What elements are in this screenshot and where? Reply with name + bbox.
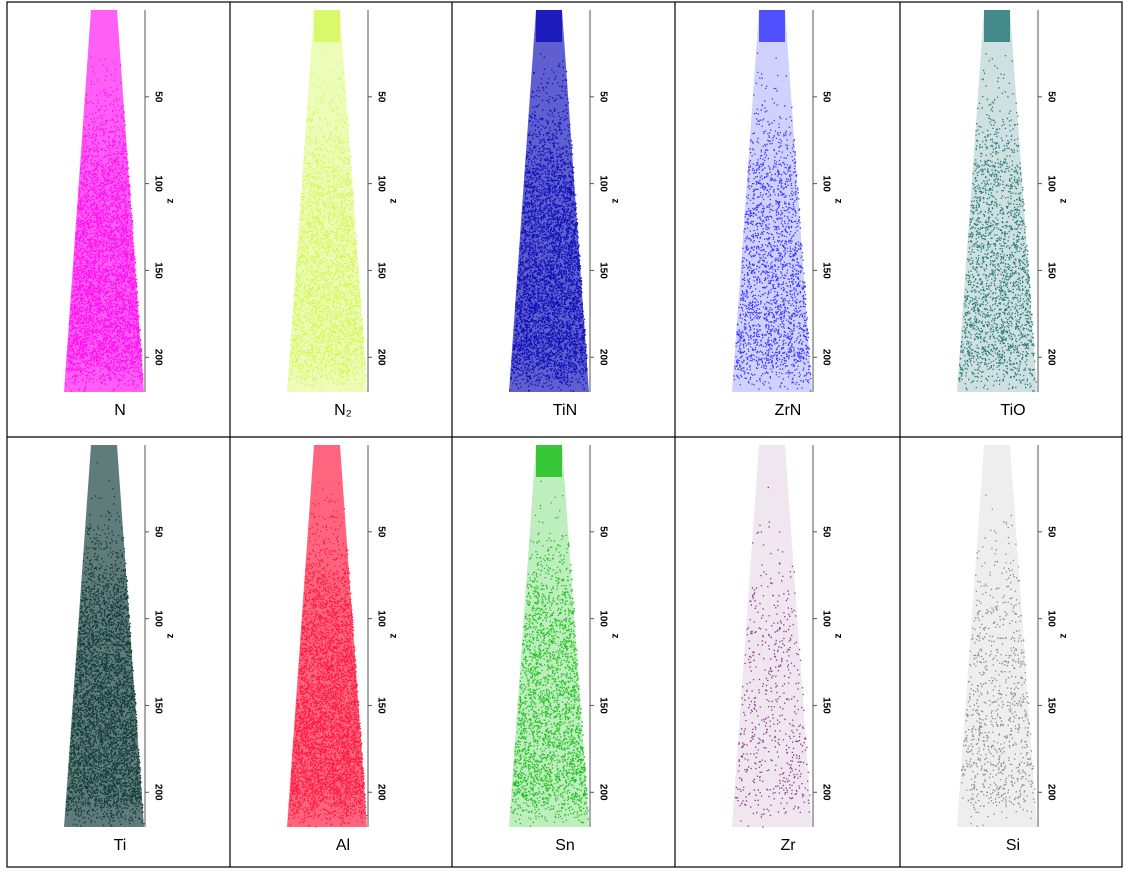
z-tick-label: 150 (597, 262, 608, 279)
z-tick-label: 150 (1045, 697, 1056, 714)
z-tick-label: 150 (375, 262, 386, 279)
panel: 50 100 150 200 z Sn (509, 445, 620, 854)
panel: 50 100 150 200 z Ti (64, 445, 175, 854)
z-tick-label: 150 (152, 262, 163, 279)
panel-label: N (114, 402, 126, 419)
atoms (288, 481, 368, 828)
cap-region (536, 445, 562, 477)
z-axis-label: z (1057, 634, 1068, 639)
z-tick-label: 50 (820, 526, 831, 538)
panel: 50 100 150 200 z TiN (509, 10, 620, 419)
z-tick-label: 200 (597, 349, 608, 366)
atoms (288, 45, 367, 391)
z-tick-label: 50 (375, 91, 386, 103)
panel: 50 100 150 200 z Zr (732, 445, 843, 854)
z-tick-label: 50 (597, 91, 608, 103)
z-axis-label: z (832, 199, 843, 204)
z-axis-label: z (164, 634, 175, 639)
z-axis-label: z (832, 634, 843, 639)
volume-tint (957, 10, 1037, 392)
volume-tint (732, 445, 812, 827)
cap-region (759, 10, 785, 42)
z-tick-label: 100 (820, 175, 831, 192)
z-tick-label: 150 (820, 697, 831, 714)
panels: 50 100 150 200 z N 50 100 150 200 z N₂ 50 100 150 200 z T… (64, 10, 1068, 854)
z-tick-label: 100 (1045, 175, 1056, 192)
panel: 50 100 150 200 z TiO (957, 10, 1068, 419)
atoms (510, 480, 589, 827)
atoms (961, 494, 1036, 827)
z-axis-label: z (164, 199, 175, 204)
z-axis-label: z (609, 634, 620, 639)
z-tick-label: 50 (152, 526, 163, 538)
panel-label: ZrN (775, 402, 802, 419)
z-axis-label: z (1057, 199, 1068, 204)
z-tick-label: 100 (597, 175, 608, 192)
panel-label: N₂ (334, 402, 352, 419)
z-tick-label: 200 (1045, 349, 1056, 366)
panel-label: TiN (553, 402, 577, 419)
z-tick-label: 150 (152, 697, 163, 714)
atoms (64, 56, 144, 392)
cap-region (984, 10, 1010, 42)
panel-label: Si (1006, 837, 1020, 854)
z-axis-label: z (387, 634, 398, 639)
z-tick-label: 100 (820, 610, 831, 627)
panel: 50 100 150 200 z Si (957, 445, 1068, 854)
z-tick-label: 100 (597, 610, 608, 627)
z-tick-label: 50 (152, 91, 163, 103)
panel: 50 100 150 200 z N₂ (287, 10, 398, 419)
z-tick-label: 100 (152, 175, 163, 192)
grid-borders (6, 1, 1123, 868)
volume-tint (957, 445, 1037, 827)
z-tick-label: 150 (820, 262, 831, 279)
cap-region (536, 10, 562, 42)
panel: 50 100 150 200 z Al (287, 445, 398, 854)
atoms (65, 462, 145, 827)
z-tick-label: 200 (375, 784, 386, 801)
z-tick-label: 200 (820, 349, 831, 366)
z-tick-label: 150 (375, 697, 386, 714)
z-tick-label: 100 (375, 175, 386, 192)
panel-label: Sn (555, 837, 575, 854)
panel-label: Ti (114, 837, 127, 854)
z-tick-label: 50 (375, 526, 386, 538)
z-tick-label: 50 (1045, 91, 1056, 103)
panel-label: Al (336, 837, 350, 854)
z-tick-label: 200 (597, 784, 608, 801)
z-tick-label: 200 (820, 784, 831, 801)
z-tick-label: 150 (597, 697, 608, 714)
z-axis-label: z (387, 199, 398, 204)
atoms (734, 486, 811, 828)
cap-region (314, 10, 340, 42)
panel: 50 100 150 200 z ZrN (732, 10, 843, 419)
z-tick-label: 50 (1045, 526, 1056, 538)
z-tick-label: 50 (597, 526, 608, 538)
z-tick-label: 150 (1045, 262, 1056, 279)
volume-tint (509, 10, 589, 392)
panel: 50 100 150 200 z N (64, 10, 175, 419)
z-axis-label: z (609, 199, 620, 204)
z-tick-label: 100 (1045, 610, 1056, 627)
z-tick-label: 200 (152, 349, 163, 366)
atoms (509, 33, 588, 392)
z-tick-label: 200 (152, 784, 163, 801)
z-tick-label: 200 (375, 349, 386, 366)
z-tick-label: 100 (375, 610, 386, 627)
panel-label: TiO (1000, 402, 1025, 419)
z-tick-label: 100 (152, 610, 163, 627)
panel-label: Zr (780, 837, 796, 854)
z-tick-label: 200 (1045, 784, 1056, 801)
z-tick-label: 50 (820, 91, 831, 103)
atoms (733, 52, 812, 392)
